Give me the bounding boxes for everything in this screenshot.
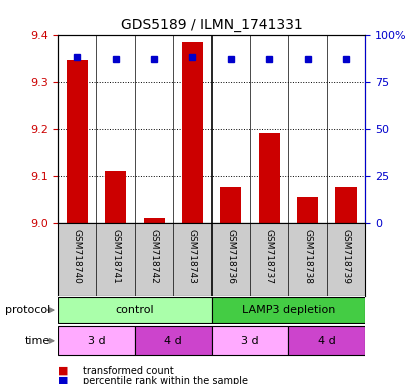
Bar (335, 187, 356, 223)
Bar (297, 197, 318, 223)
Text: GSM718738: GSM718738 (303, 228, 312, 283)
Text: transformed count: transformed count (83, 366, 174, 376)
Text: 4 d: 4 d (318, 336, 336, 346)
Bar (58, 326, 135, 356)
Bar (135, 326, 212, 356)
Text: protocol: protocol (5, 305, 50, 315)
Bar (220, 187, 242, 223)
Text: 3 d: 3 d (88, 336, 105, 346)
Text: ■: ■ (58, 376, 68, 384)
Text: GSM718741: GSM718741 (111, 228, 120, 283)
Text: ■: ■ (58, 366, 68, 376)
Text: 3 d: 3 d (241, 336, 259, 346)
Bar (259, 133, 280, 223)
Bar (67, 60, 88, 223)
Text: percentile rank within the sample: percentile rank within the sample (83, 376, 248, 384)
Bar (144, 218, 165, 223)
Text: control: control (115, 305, 154, 315)
Bar (58, 297, 212, 323)
Text: GSM718736: GSM718736 (226, 228, 235, 283)
Title: GDS5189 / ILMN_1741331: GDS5189 / ILMN_1741331 (121, 18, 303, 32)
Text: LAMP3 depletion: LAMP3 depletion (242, 305, 335, 315)
Text: GSM718740: GSM718740 (73, 228, 82, 283)
Text: 4 d: 4 d (164, 336, 182, 346)
Text: GSM718737: GSM718737 (265, 228, 274, 283)
Text: GSM718742: GSM718742 (149, 228, 159, 283)
Bar (212, 326, 288, 356)
Text: GSM718743: GSM718743 (188, 228, 197, 283)
Text: GSM718739: GSM718739 (342, 228, 351, 283)
Bar (212, 297, 365, 323)
Bar (105, 171, 126, 223)
Bar (288, 326, 365, 356)
Bar (182, 41, 203, 223)
Text: time: time (24, 336, 50, 346)
